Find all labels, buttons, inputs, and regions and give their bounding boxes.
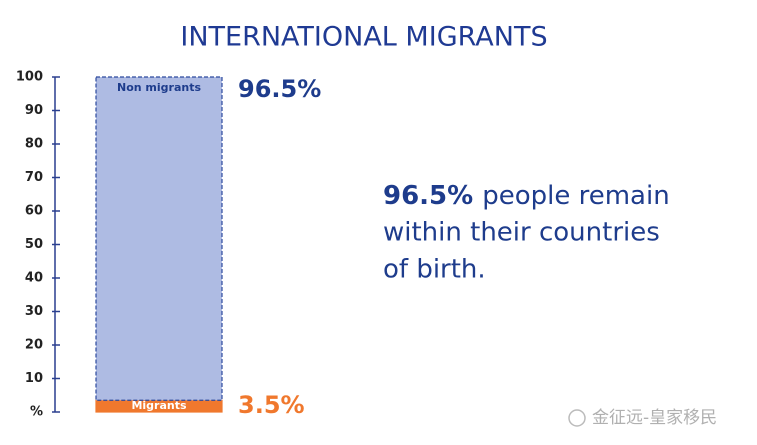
y-tick-label: 50 [25,237,43,252]
y-tick-label: 70 [25,170,43,185]
segment-label: Non migrants [117,81,201,94]
y-tick-label: 10 [25,371,43,386]
value-label: 96.5% [238,75,321,103]
annotation-line: within their countries [383,218,660,248]
annotation: 96.5% people remain within their countrie… [383,181,670,285]
y-tick-label: 90 [25,103,43,118]
annotation-text: people remain [482,181,669,211]
watermark-icon [568,409,586,427]
y-tick-label: 40 [25,271,43,286]
y-tick-label: 80 [25,137,43,152]
annotation-line: of birth. [383,255,486,285]
annotation-emphasis: 96.5% [383,181,473,211]
bar-segment [95,76,223,401]
y-tick-label: 60 [25,204,43,219]
segment-label: Migrants [131,399,187,412]
y-tick-label: % [30,405,43,420]
value-label: 3.5% [238,391,305,419]
y-tick-label: 100 [16,70,43,85]
y-tick-label: 30 [25,304,43,319]
y-tick-label: 20 [25,338,43,353]
watermark: 金征远-皇家移民 [592,408,717,428]
annotation-line: 96.5% people remain [383,181,670,211]
chart-title: INTERNATIONAL MIGRANTS [180,22,547,53]
